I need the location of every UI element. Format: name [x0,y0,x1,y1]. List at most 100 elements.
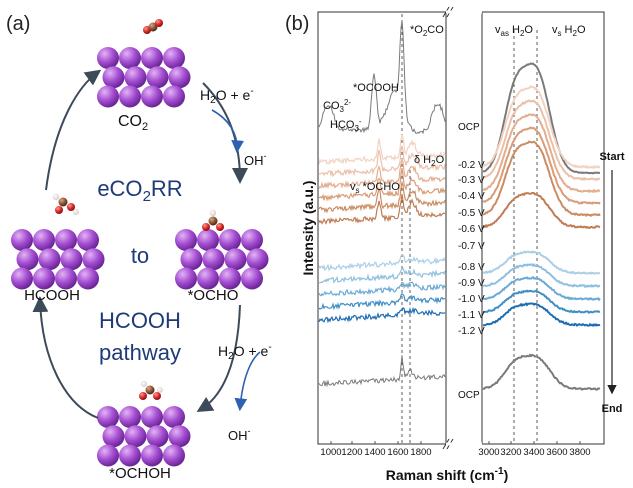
spectrum-label-4: -0.5 V [458,208,485,219]
metal-atom [119,85,141,108]
metal-atom [241,229,263,251]
annot-ococoh: *OCOOH [353,82,399,94]
metal-atom [146,425,169,448]
spectrum-left-2 [318,145,446,178]
spectrum-label-11: -1.2 V [458,326,485,337]
species-co2-label: CO2 [118,113,148,133]
reagent-h2o-e-2: H2O + e- [218,342,272,362]
spectrum-right-11 [482,302,601,327]
metal-atom [246,248,269,271]
ochoh-molecule-icon [139,381,163,400]
metal-atom [60,248,83,271]
arrow-oh-release-2 [234,351,261,412]
metal-atom [82,248,105,271]
x-tick-3000: 3000 [478,447,499,458]
metal-atom [141,85,163,108]
center-title-eco2rr: eCO2RR [97,176,182,205]
spectrum-right-4 [482,126,601,206]
spectrum-left-8 [318,267,446,284]
center-title-pathway: pathway [99,340,181,365]
metal-atom [102,66,125,89]
spectra-labels: OCP -0.2 V -0.3 V -0.4 V -0.5 V -0.6 V -0.7 V -… [458,122,485,401]
metal-atom [11,229,33,251]
hcooh-molecule-icon [52,193,79,215]
plot-frame-left [317,11,447,445]
panel-a: (a) [6,13,272,482]
x-tick-3200: 3200 [500,447,521,458]
spectrum-left-6 [318,193,446,225]
metal-atom [33,229,55,251]
spectrum-right-8 [482,263,601,289]
metal-atom [77,229,99,251]
x-tick-1200: 1200 [341,447,362,458]
x-tick-1000: 1000 [320,447,341,458]
y-axis-title: Intensity (a.u.) [300,181,316,276]
spectrum-label-0: OCP [458,122,480,133]
spectrum-label-7: -0.8 V [458,262,485,273]
metal-atom [77,267,99,290]
x-ticks-left: 1000 1200 1400 1600 1800 [320,447,431,458]
metal-atom [124,66,147,89]
x-tick-1600: 1600 [387,447,408,458]
spectrum-label-3: -0.4 V [458,191,485,202]
metal-atom [168,425,191,448]
slab-co2 [97,47,191,108]
panel-b-label: (b) [285,13,309,35]
metal-atom [219,229,241,251]
spectrum-left-1 [318,134,446,165]
spectrum-left-5 [318,180,446,214]
x-tick-3600: 3600 [546,447,567,458]
spectrum-right-0 [482,62,601,175]
annot-o2co: *O2CO [410,24,444,38]
metal-atom [175,229,197,251]
metal-atom [141,47,163,69]
arrow-ochoh-to-hcooh [32,296,99,419]
arrow-co2-to-ocho [202,82,248,184]
label-start: Start [599,151,624,163]
species-hcooh-label: HCOOH [24,287,80,304]
metal-atom [146,66,169,89]
metal-atom [119,406,141,428]
spectrum-right-9 [482,276,601,302]
x-tick-3400: 3400 [523,447,544,458]
annot-delta-h2o: δ H2O [414,154,445,168]
x-tick-1400: 1400 [364,447,385,458]
slab-ocho [175,229,269,290]
spectrum-right-2 [483,99,601,182]
x-tick-marks [330,441,581,444]
spectrum-left-9 [318,281,446,297]
metal-atom [16,248,39,271]
reagent-oh-2: OH- [228,426,251,443]
reagent-oh-1: OH- [244,151,267,168]
metal-atom [97,406,119,428]
spectrum-right-10 [482,289,601,314]
center-title-hcooh: HCOOH [99,308,181,333]
spectrum-right-3 [482,113,600,194]
spectrum-left-12 [318,355,446,388]
spectrum-label-8: -0.9 V [458,278,485,289]
spectrum-label-10: -1.1 V [458,310,485,321]
slab-hcooh [11,229,105,290]
metal-atom [11,267,33,290]
spectrum-label-6: -0.7 V [458,241,485,252]
spectrum-label-2: -0.3 V [458,175,485,186]
spectrum-right-1 [482,85,601,170]
metal-atom [241,267,263,290]
metal-atom [141,444,163,467]
metal-atom [163,444,185,467]
annot-vs-h2o: vs H2O [552,24,586,38]
spectrum-left-10 [318,293,446,311]
spectrum-left-7 [318,254,446,272]
metal-atom [55,267,77,290]
metal-atom [119,47,141,69]
metal-atom [97,444,119,467]
metal-atom [55,229,77,251]
annot-hco3: HCO3- [330,117,362,133]
spectrum-label-9: -1.0 V [458,294,485,305]
arrow-ocho-to-ochoh [196,304,241,413]
metal-atom [141,406,163,428]
metal-atom [119,444,141,467]
metal-atom [163,406,185,428]
ocho-molecule-icon [202,209,224,231]
